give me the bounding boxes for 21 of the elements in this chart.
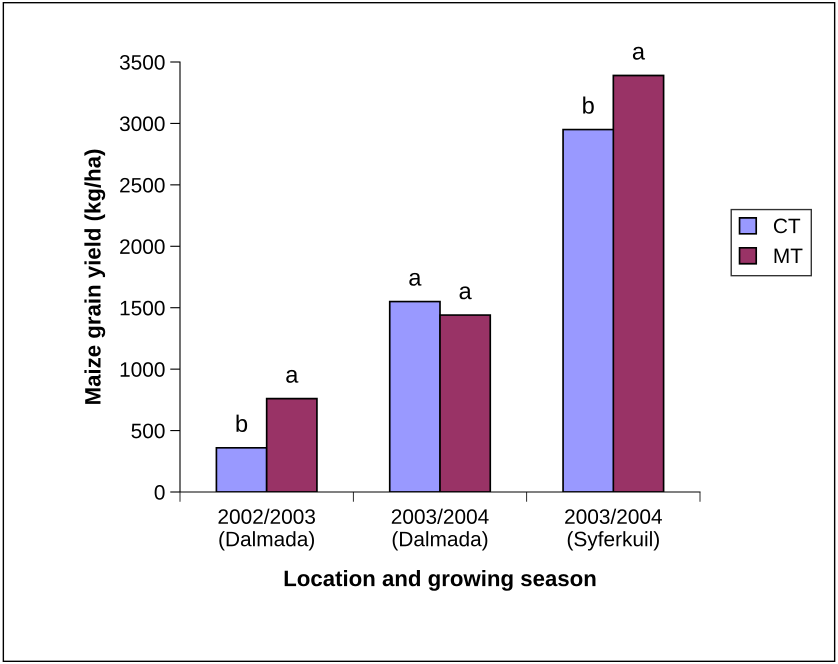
x-axis-title: Location and growing season	[284, 570, 596, 591]
x-tick-label: 2003/2004 (Syferkuil)	[565, 508, 662, 551]
y-tick-label: 2000	[120, 239, 165, 254]
annotation: b	[236, 414, 248, 432]
y-tick-label: 3500	[120, 55, 165, 70]
y-tick-label: 500	[131, 424, 165, 438]
y-axis-title: Maize grain yield (kg/ha)	[84, 150, 106, 404]
y-tick-label: 2500	[120, 178, 165, 193]
y-tick-label: 1000	[120, 362, 165, 377]
legend-label: MT	[774, 248, 802, 264]
annotation: a	[286, 370, 298, 383]
annotation: a	[409, 272, 422, 286]
annotation: a	[460, 286, 472, 300]
y-tick-label: 0	[154, 485, 165, 500]
x-tick-label: 2002/2003 (Dalmada)	[218, 508, 315, 551]
annotation: b	[583, 96, 594, 114]
legend-label: CT	[774, 218, 800, 234]
x-tick-label: 2003/2004 (Dalmada)	[392, 508, 489, 551]
y-tick-label: 1500	[120, 300, 165, 316]
annotation: a	[632, 46, 646, 60]
y-tick-label: 3000	[120, 116, 165, 132]
